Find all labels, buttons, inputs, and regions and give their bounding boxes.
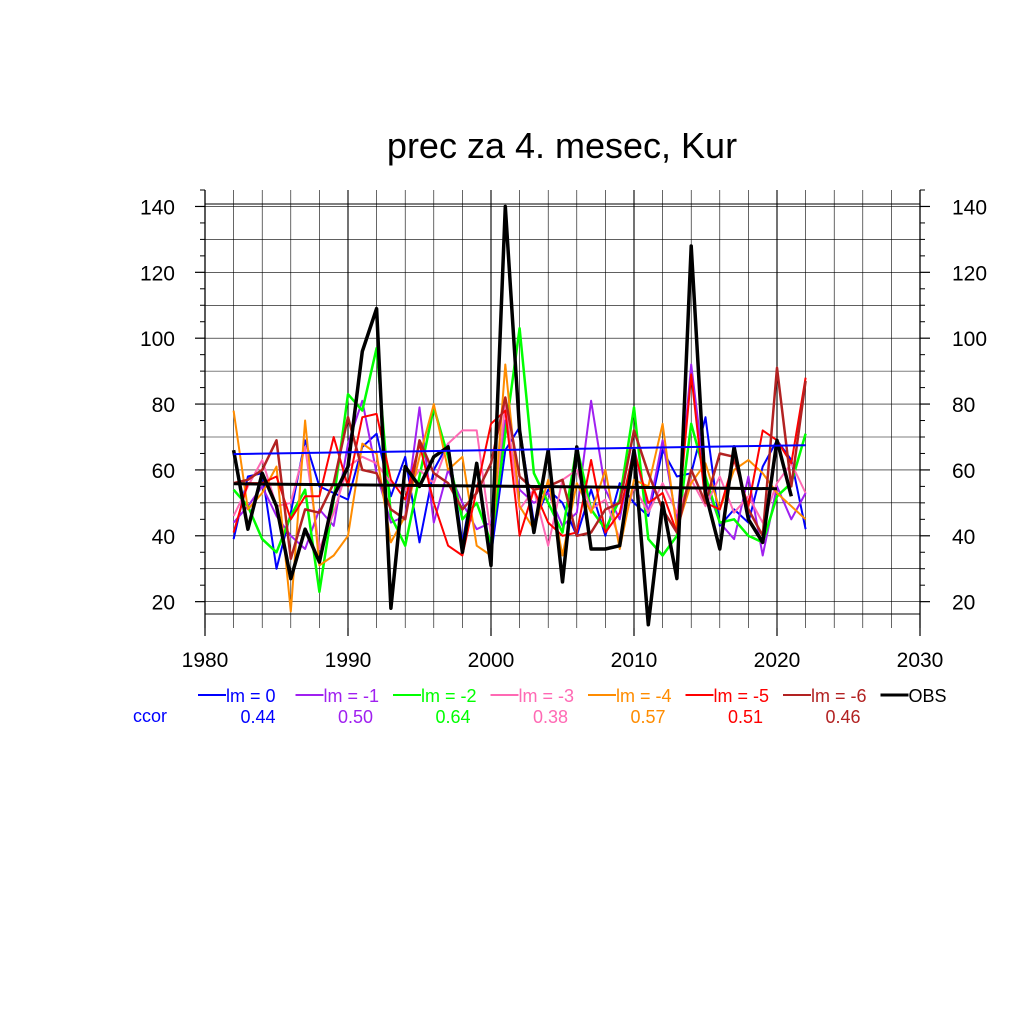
series-layer (231, 204, 807, 627)
trend-line (233, 482, 778, 491)
y-tick-label-right: 80 (952, 394, 975, 417)
series-line-lm-2 (232, 327, 807, 594)
y-tick-label-left: 20 (152, 592, 175, 615)
legend-ccor-value: 0.57 (630, 707, 665, 727)
y-tick-label-left: 120 (140, 262, 175, 285)
x-tick-label: 2010 (611, 649, 658, 672)
trend-line (233, 444, 806, 456)
legend-ccor-value: 0.51 (728, 707, 763, 727)
series-line-obs (231, 204, 793, 627)
legend-label: OBS (909, 686, 947, 706)
x-tick-label: 1980 (182, 649, 229, 672)
y-tick-label-left: 60 (152, 460, 175, 483)
legend-label: lm = 0 (226, 686, 276, 706)
legend-label: lm = -4 (616, 686, 672, 706)
y-tick-label-right: 140 (952, 196, 987, 219)
y-tick-label-right: 20 (952, 592, 975, 615)
legend-label: lm = -6 (811, 686, 867, 706)
trend-layer (233, 444, 806, 491)
y-tick-label-right: 60 (952, 460, 975, 483)
y-tick-label-left: 40 (152, 526, 175, 549)
x-tick-label: 2020 (754, 649, 801, 672)
x-tick-label: 1990 (325, 649, 372, 672)
legend-label: lm = -5 (714, 686, 770, 706)
y-tick-label-left: 100 (140, 328, 175, 351)
y-tick-label-right: 120 (952, 262, 987, 285)
legend-label: lm = -2 (421, 686, 477, 706)
legend-label: lm = -3 (519, 686, 575, 706)
grid (205, 190, 920, 628)
series-line-lm-4 (232, 363, 807, 613)
x-tick-label: 2030 (897, 649, 944, 672)
y-tick-label-left: 140 (140, 196, 175, 219)
legend-ccor-value: 0.46 (825, 707, 860, 727)
chart-title: prec za 4. mesec, Kur (387, 125, 737, 166)
series-line-lm-6 (233, 366, 807, 561)
legend-ccor-value: 0.64 (435, 707, 470, 727)
legend-label: lm = -1 (324, 686, 380, 706)
legend-ccor-value: 0.38 (533, 707, 568, 727)
legend-ccor-value: 0.50 (338, 707, 373, 727)
y-tick-label-left: 80 (152, 394, 175, 417)
y-tick-label-right: 40 (952, 526, 975, 549)
legend-ccor-value: 0.44 (240, 707, 275, 727)
y-tick-label-right: 100 (952, 328, 987, 351)
ccor-label: ccor (133, 706, 167, 726)
x-tick-label: 2000 (468, 649, 515, 672)
plot-frame (204, 190, 921, 628)
